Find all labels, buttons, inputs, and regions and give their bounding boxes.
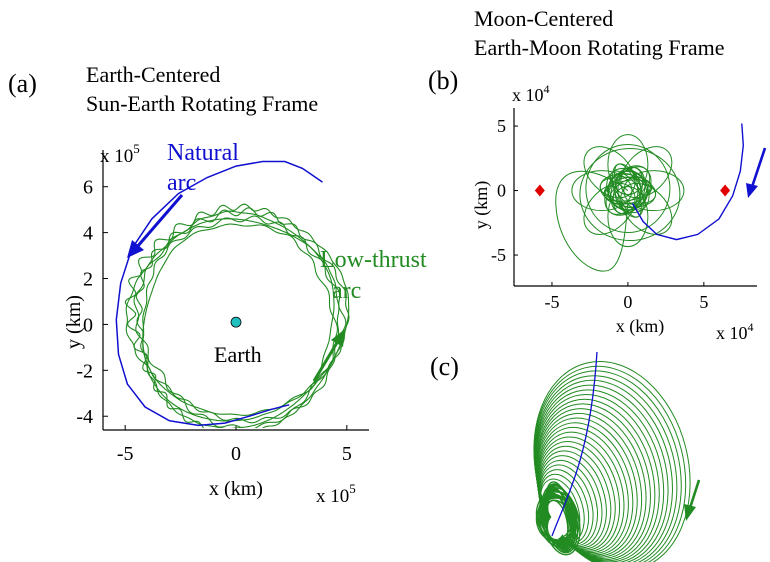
panel-b-x-multiplier-exp: 4	[748, 320, 754, 334]
panel-a-earth-label: Earth	[214, 342, 262, 367]
panel-b-y-tick-label: 0	[497, 181, 506, 201]
panel-c-low-thrust-orbits	[533, 361, 691, 562]
panel-a-y-tick-label: -4	[76, 406, 93, 428]
panel-b-natural-arc	[631, 123, 745, 241]
panel-b: Moon-Centered Earth-Moon Rotating Frame …	[428, 6, 767, 343]
panel-b-title-line2: Earth-Moon Rotating Frame	[474, 35, 725, 60]
panel-a-title-line1: Earth-Centered	[86, 62, 220, 87]
panel-a-low-thrust-orbits	[124, 203, 350, 428]
panel-c-label: (c)	[430, 352, 459, 381]
panel-a-earth-marker	[230, 316, 242, 328]
panel-a-y-tick-label: 0	[83, 314, 93, 336]
panel-a-natural-label-line2: arc	[167, 170, 196, 196]
panel-b-label: (b)	[428, 66, 458, 95]
panel-b-y-tick-label: 5	[497, 116, 506, 136]
panel-b-ylabel: y (km)	[471, 181, 492, 230]
panel-b-xlabel: x (km)	[616, 316, 665, 337]
panel-a-ylabel: y (km)	[63, 295, 85, 349]
panel-c-natural-arc	[551, 351, 598, 537]
panel-b-x-tick-label: 0	[623, 292, 632, 312]
panel-b-title-line1: Moon-Centered	[474, 6, 613, 31]
panel-b-y-multiplier-exp: 4	[544, 82, 550, 96]
panel-b-x-multiplier: x 104	[716, 320, 754, 343]
panel-a-x-tick-label: 5	[342, 443, 352, 465]
panel-a-low-thrust-label-line2: arc	[332, 278, 361, 304]
panel-a-title-line2: Sun-Earth Rotating Frame	[86, 91, 318, 116]
panel-b-x-tick-label: 5	[699, 292, 708, 312]
panel-a-y-tick-label: 2	[83, 269, 93, 291]
panel-b-low-thrust-orbits	[555, 134, 685, 272]
panel-a-low-thrust-label-line1: Low-thrust	[320, 247, 427, 273]
panel-c: (c)	[430, 351, 701, 562]
panel-b-x-tick-label: -5	[544, 292, 559, 312]
panel-a-y-multiplier: x 105	[100, 141, 140, 167]
panel-a-natural-arrow	[127, 194, 184, 258]
panel-a-natural-arc	[115, 160, 323, 427]
panel-b-y-tick-label: -5	[491, 245, 506, 265]
panel-a-y-tick-label: -2	[76, 360, 93, 382]
panel-a-y-multiplier-exp: 5	[133, 141, 140, 156]
panel-b-y-multiplier: x 104	[512, 82, 550, 105]
panel-a-y-tick-label: 6	[83, 177, 93, 199]
panel-a-low-thrust-arrow	[312, 329, 345, 382]
panel-c-low-thrust-arrow	[684, 479, 701, 521]
panel-a-xlabel: x (km)	[209, 478, 263, 500]
panel-b-lagrange-marker	[534, 184, 545, 197]
panel-a-x-multiplier: x 105	[316, 481, 356, 507]
panel-a-natural-label-line1: Natural	[167, 140, 239, 166]
panel-b-natural-arrow	[746, 147, 767, 198]
panel-a-x-tick-label: 0	[231, 443, 241, 465]
panel-a-x-multiplier-exp: 5	[349, 481, 356, 496]
panel-a-label: (a)	[8, 69, 37, 98]
panel-a: (a) Earth-Centered Sun-Earth Rotating Fr…	[8, 62, 427, 507]
panel-b-lagrange-marker	[720, 184, 731, 197]
panel-a-x-tick-label: -5	[117, 443, 134, 465]
panel-a-y-tick-label: 4	[83, 223, 93, 245]
